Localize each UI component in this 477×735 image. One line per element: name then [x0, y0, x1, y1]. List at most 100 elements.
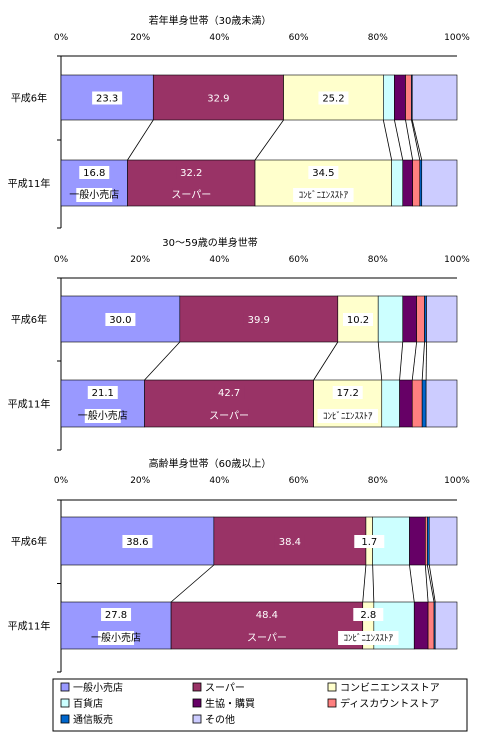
connector-line	[313, 341, 339, 381]
legend-label: 生協・購買	[205, 697, 255, 710]
data-label-box	[176, 166, 207, 179]
category-label: 平成6年	[11, 313, 47, 326]
data-label-box	[203, 91, 234, 105]
bar-segment	[411, 379, 423, 428]
legend-label: 百貨店	[73, 697, 103, 710]
connector-line	[377, 341, 383, 381]
data-label: 38.6	[126, 537, 148, 548]
panel-title: 30～59歳の単身世帯	[162, 236, 257, 249]
panel-3: 高齢単身世帯（60歳以上） 0% 20% 40% 60% 80% 100% 平成6年平成11年…	[8, 457, 470, 673]
connector-line	[254, 119, 284, 161]
connector-line	[372, 564, 375, 603]
legend-frame	[52, 678, 468, 732]
bar-segment	[391, 159, 404, 207]
data-label-box	[101, 608, 132, 621]
tick-label: 40%	[209, 33, 229, 43]
bar-segment	[405, 74, 412, 121]
data-label-box	[332, 386, 363, 399]
data-label-box	[214, 386, 245, 399]
panel-title: 若年単身世帯（30歳未満）	[149, 14, 272, 27]
legend-label: スーパー	[205, 682, 245, 694]
data-label: 48.4	[256, 610, 278, 621]
data-label-box	[343, 313, 373, 326]
tick-label: 20%	[130, 33, 150, 43]
bar-segment	[428, 516, 458, 566]
tick-label: 0%	[54, 33, 69, 43]
legend-swatch	[327, 682, 337, 692]
connector-line	[411, 119, 421, 161]
tick-label: 20%	[130, 255, 150, 265]
segment-name-label: 一般小売店	[69, 188, 119, 201]
data-label: 27.8	[105, 610, 127, 621]
data-label-box	[122, 535, 153, 548]
bar-segment	[427, 601, 435, 650]
data-label: 39.9	[248, 315, 270, 326]
tick-label: 0%	[54, 476, 69, 486]
tick-label: 80%	[368, 255, 388, 265]
connector-line	[409, 564, 415, 603]
bar-segment	[421, 379, 427, 428]
bar-segment	[394, 74, 406, 121]
connector-line	[399, 341, 404, 381]
tick-label: 80%	[368, 33, 388, 43]
connector-line	[411, 341, 418, 381]
connector-line	[362, 564, 367, 603]
data-label: 10.2	[347, 315, 369, 326]
segment-name-label: 一般小売店	[91, 631, 141, 644]
legend-label: その他	[205, 713, 235, 726]
segment-name-box	[317, 409, 378, 423]
tick-label: 100%	[444, 255, 470, 265]
category-label: 平成11年	[8, 177, 51, 190]
bar-segment	[402, 295, 417, 343]
tick-label: 60%	[289, 33, 309, 43]
data-label: 32.2	[180, 168, 202, 179]
tick-label: 20%	[130, 476, 150, 486]
legend-label: コンビニエンスストア	[340, 682, 440, 694]
panel-title: 高齢単身世帯（60歳以上）	[149, 457, 272, 470]
category-label: 平成11年	[8, 620, 51, 633]
data-label: 17.2	[337, 388, 359, 399]
segment-name-box	[293, 188, 354, 202]
connector-line	[394, 119, 404, 161]
data-label-box	[274, 535, 305, 548]
segment-name-label: ｺﾝﾋﾞﾆｴﾝｽｽﾄｱ	[344, 633, 394, 644]
bar-segment	[426, 295, 458, 343]
tick-label: 100%	[444, 476, 470, 486]
connector-line	[170, 564, 215, 603]
segment-name-label: ｺﾝﾋﾞﾆｴﾝｽｽﾄｱ	[299, 190, 349, 201]
connector-line	[424, 564, 429, 603]
tick-label: 40%	[209, 476, 229, 486]
legend-swatch	[327, 698, 337, 708]
bar-segment	[377, 295, 404, 343]
data-label: 42.7	[218, 388, 240, 399]
segment-name-label: スーパー	[209, 410, 249, 422]
segment-name-box	[247, 631, 286, 645]
bar-segment	[434, 601, 458, 650]
data-label: 32.9	[207, 94, 229, 105]
data-label: 23.3	[96, 94, 118, 105]
segment-name-label: ｺﾝﾋﾞﾆｴﾝｽｽﾄｱ	[323, 411, 373, 422]
legend-swatch	[192, 698, 202, 708]
tick-label: 60%	[289, 476, 309, 486]
legend-swatch	[60, 698, 70, 708]
data-label-box	[92, 91, 123, 105]
data-label: 21.1	[92, 388, 114, 399]
tick-label: 0%	[54, 255, 69, 265]
bar-segment	[402, 159, 413, 207]
bar-segment	[383, 74, 395, 121]
bar-segment	[381, 379, 400, 428]
tick-label: 60%	[289, 255, 309, 265]
legend-swatch	[60, 682, 70, 692]
connector-line	[405, 119, 414, 161]
category-label: 平成6年	[11, 535, 47, 548]
category-label: 平成11年	[8, 398, 51, 411]
bar-segment	[425, 379, 458, 428]
bar-segment	[213, 516, 367, 566]
data-label: 25.2	[322, 94, 344, 105]
legend-swatch	[192, 682, 202, 692]
data-label-box	[318, 91, 349, 105]
data-label-box	[79, 166, 110, 179]
bar-segment	[416, 295, 425, 343]
